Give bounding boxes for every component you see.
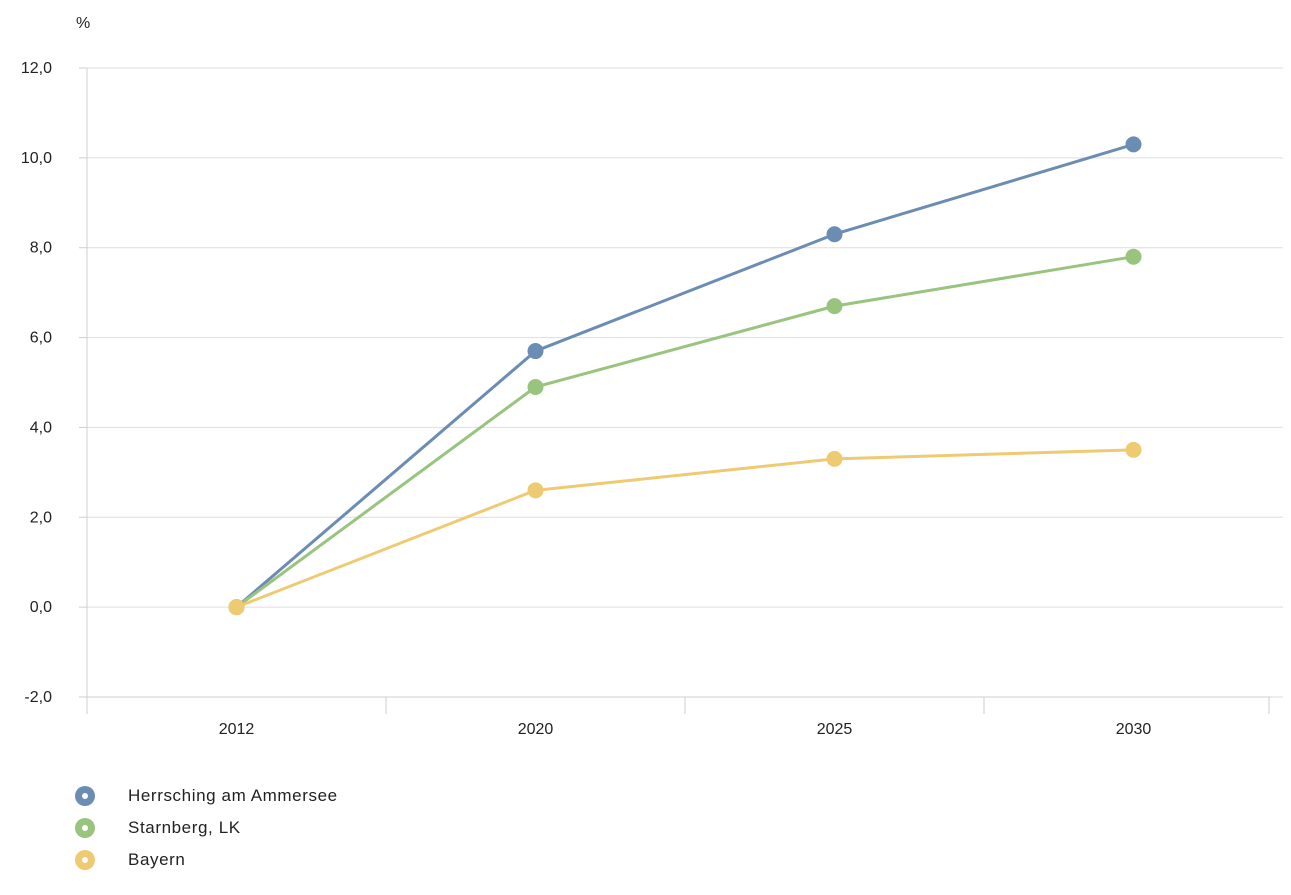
y-tick-label: 10,0 [21,150,52,167]
axes [86,68,1271,698]
data-point[interactable] [826,450,843,467]
data-point[interactable] [527,378,544,395]
legend-item[interactable]: Herrsching am Ammersee [74,780,338,812]
x-axis-ticks: 2012 2020 2025 2030 [86,697,1270,738]
y-tick-label: 4,0 [30,419,52,436]
x-tick-label: 2025 [817,721,853,738]
series-lines [235,142,1134,609]
legend-item[interactable]: Starnberg, LK [74,812,338,844]
series-points [228,136,1142,616]
data-point[interactable] [1125,248,1142,265]
y-tick-label: -2,0 [24,689,52,706]
y-tick-label: 0,0 [30,599,52,616]
legend-label: Starnberg, LK [128,818,241,837]
y-tick-label: 12,0 [21,60,52,77]
y-tick-label: 6,0 [30,330,52,347]
legend-marker-dot [82,793,88,799]
legend-marker-icon [75,850,95,870]
data-point[interactable] [826,226,843,243]
x-tick-label: 2020 [518,721,554,738]
series-line [235,142,1134,609]
y-tick-label: 8,0 [30,240,52,257]
data-point[interactable] [527,343,544,360]
y-axis-unit-label: % [76,15,90,32]
series-line [235,448,1134,609]
data-point[interactable] [1125,441,1142,458]
legend-marker-dot [82,825,88,831]
x-tick-label: 2012 [219,721,255,738]
data-point[interactable] [826,298,843,315]
legend-item[interactable]: Bayern [74,844,338,876]
y-tick-label: 2,0 [30,509,52,526]
legend: Herrsching am Ammersee Starnberg, LK Bayer… [74,780,338,876]
series-line [235,255,1134,609]
line-chart: % -2,00,02,04,06,08,010,012,0 2012 2020 20… [21,15,1283,738]
data-point[interactable] [527,482,544,499]
data-point[interactable] [228,599,245,616]
legend-label: Herrsching am Ammersee [128,786,338,805]
legend-label: Bayern [128,850,186,869]
gridlines [87,67,1283,698]
legend-marker-icon [75,818,95,838]
legend-marker-dot [82,857,88,863]
data-point[interactable] [1125,136,1142,153]
legend-marker-icon [75,786,95,806]
x-tick-label: 2030 [1116,721,1152,738]
y-axis-ticks: -2,0 0,0 2,0 4,0 6,0 8,0 10,0 12,0 [21,60,87,706]
